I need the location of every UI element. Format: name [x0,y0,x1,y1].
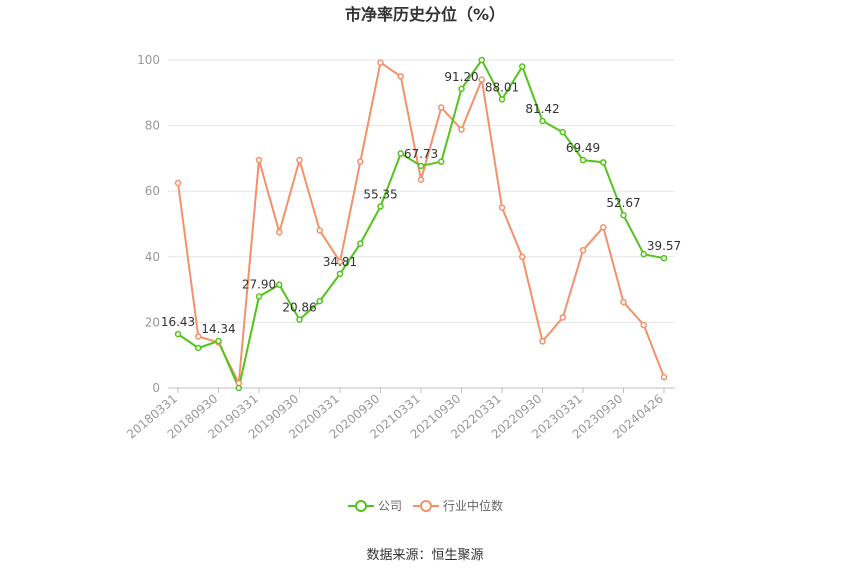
data-point [539,338,546,345]
data-point [215,337,222,345]
data-label: 69.49 [566,141,600,155]
legend-item-company[interactable]: 公司 [348,499,402,513]
data-point [316,297,323,305]
data-point [458,85,465,93]
data-point [397,150,404,157]
data-labels: 16.43 14.34 27.90 20.86 34.81 55.35 67.73 91.20… [161,70,681,336]
legend-item-industry[interactable]: 行业中位数 [413,498,503,513]
data-point [377,59,384,66]
data-point [519,63,526,70]
y-tick-label: 60 [145,184,160,198]
data-label: 34.81 [323,255,357,269]
data-point [276,228,283,236]
data-point [478,56,485,64]
data-point [559,314,566,321]
y-tick-label: 40 [145,250,160,264]
data-point [377,203,384,210]
data-point [539,117,546,125]
data-point [195,333,202,340]
legend-label: 行业中位数 [443,498,503,513]
data-point [498,204,506,211]
data-point [174,330,182,338]
data-point [600,159,607,166]
data-point [195,344,202,352]
data-point [296,316,303,323]
legend[interactable]: 公司 行业中位数 [348,498,503,513]
series-lines [177,59,665,389]
data-point [498,96,506,103]
data-point [620,298,627,306]
data-point [660,373,668,381]
data-point [296,156,303,164]
data-point [357,158,364,165]
data-point [255,293,263,300]
data-point [336,258,344,265]
source-note: 数据来源：恒生聚源 [366,548,483,563]
data-point [316,227,323,234]
data-point [559,128,566,136]
data-point [235,384,242,392]
data-point [276,281,283,288]
data-point [600,224,607,231]
data-label: 16.43 [161,315,195,329]
data-point [640,250,647,258]
data-label: 55.35 [363,187,397,201]
x-axis: 2018033120180930201903312019093020200331… [124,387,675,442]
data-point [174,179,182,187]
data-point [579,156,587,164]
data-point [478,76,485,83]
data-point [620,211,627,219]
y-tick-label: 80 [145,119,160,133]
data-point [255,156,263,164]
data-point [438,104,445,111]
data-label: 52.67 [606,196,640,210]
legend-marker [420,500,432,512]
data-label: 27.90 [242,277,276,291]
data-label: 81.42 [525,102,559,116]
data-label: 14.34 [201,322,235,336]
data-label: 88.01 [485,80,519,94]
data-label: 39.57 [647,239,681,253]
y-tick-label: 0 [152,381,160,395]
chart-title: 市净率历史分位（%） [345,5,505,24]
data-label: 91.20 [444,70,478,84]
data-label: 20.86 [282,301,316,315]
data-point [519,253,526,261]
data-point [417,176,425,183]
legend-label: 公司 [378,499,402,513]
y-tick-label: 100 [137,53,160,67]
data-point [458,126,465,133]
data-point [660,254,668,262]
series-points [174,56,668,392]
y-axis-ticks: 0 20 40 60 80 100 [137,53,160,395]
data-point [397,73,404,80]
data-label: 67.73 [404,147,438,161]
data-point [417,162,425,170]
series-line-company [177,59,665,389]
data-point [579,246,587,254]
data-point [438,158,445,165]
legend-marker [355,500,367,512]
data-point [640,321,647,329]
data-point [336,270,344,278]
grid-lines [168,59,675,323]
data-point [357,240,364,247]
y-tick-label: 20 [145,315,160,329]
